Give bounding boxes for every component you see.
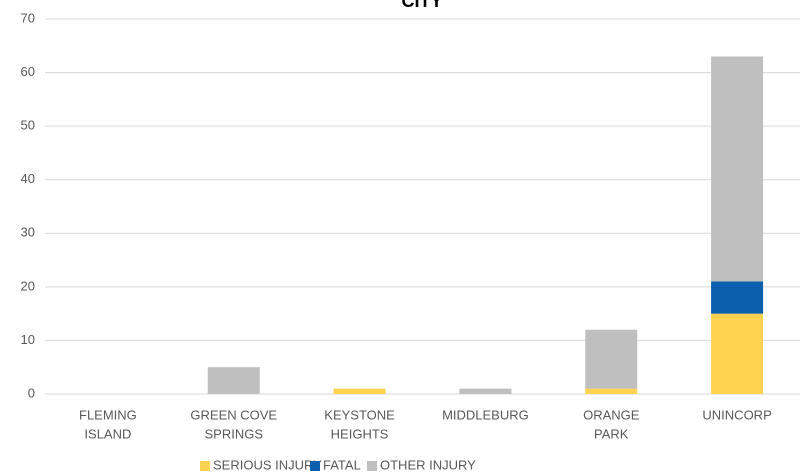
x-tick-label: PARK xyxy=(594,426,629,441)
y-tick-label: 40 xyxy=(21,171,35,186)
y-tick-label: 50 xyxy=(21,118,35,133)
x-tick-label: SPRINGS xyxy=(204,426,263,441)
x-tick-label: GREEN COVE xyxy=(190,407,277,422)
y-tick-label: 10 xyxy=(21,332,35,347)
legend-swatch xyxy=(200,461,210,471)
legend-swatch xyxy=(367,461,377,471)
bar-segment xyxy=(711,281,764,314)
bar-segment xyxy=(585,329,638,389)
x-tick-label: KEYSTONE xyxy=(324,407,395,422)
legend-label: FATAL xyxy=(323,457,361,472)
chart-title: CITY xyxy=(401,0,442,11)
y-tick-label: 60 xyxy=(21,64,35,79)
bar-segment xyxy=(207,367,260,394)
y-tick-label: 0 xyxy=(28,385,35,400)
bar-segment xyxy=(585,388,638,394)
legend-label: SERIOUS INJURY xyxy=(213,457,322,472)
x-tick-label: HEIGHTS xyxy=(331,426,389,441)
y-tick-label: 20 xyxy=(21,278,35,293)
x-tick-label: UNINCORP xyxy=(702,407,771,422)
y-tick-label: 70 xyxy=(21,10,35,25)
bar-segment xyxy=(711,56,764,282)
x-tick-label: ISLAND xyxy=(84,426,131,441)
x-tick-label: MIDDLEBURG xyxy=(442,407,529,422)
legend-swatch xyxy=(310,461,320,471)
bar-segment xyxy=(333,388,386,394)
bar-segment xyxy=(459,388,512,394)
x-tick-label: ORANGE xyxy=(583,407,640,422)
legend-label: OTHER INJURY xyxy=(380,457,476,472)
x-tick-label: FLEMING xyxy=(79,407,137,422)
bar-segment xyxy=(711,313,764,394)
y-tick-label: 30 xyxy=(21,225,35,240)
